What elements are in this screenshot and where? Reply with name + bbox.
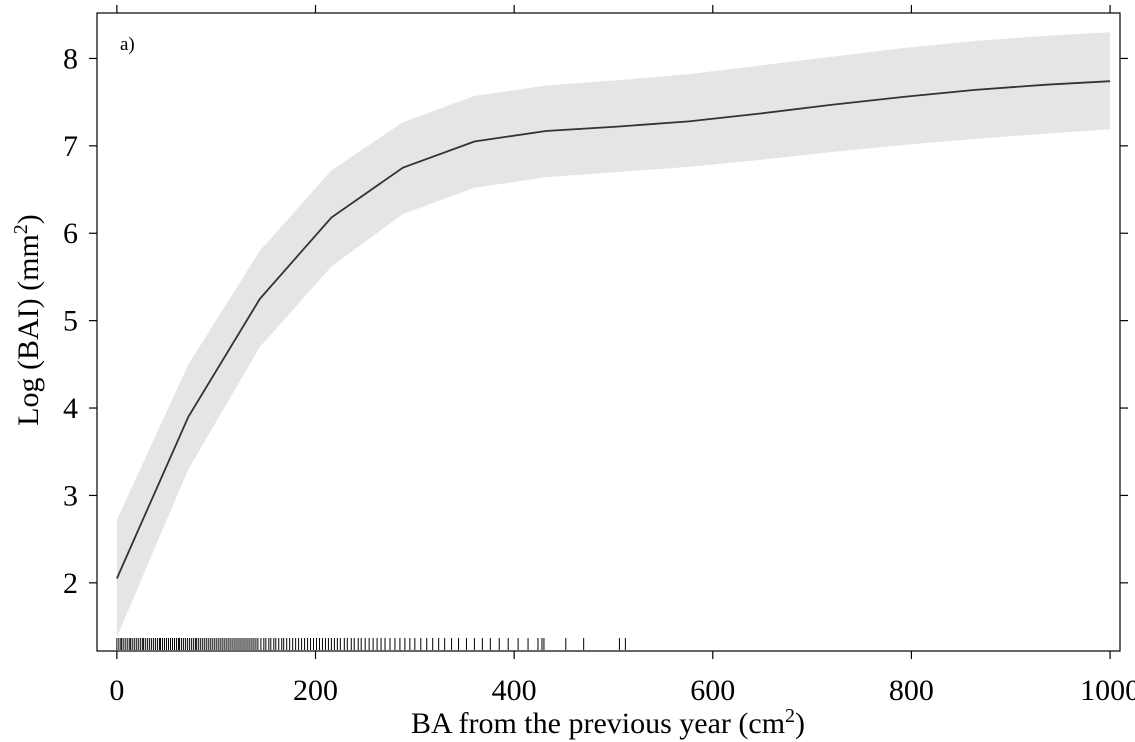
fit-line-layer bbox=[116, 80, 1111, 579]
y-tick-label: 6 bbox=[63, 217, 78, 250]
x-tick-label: 800 bbox=[889, 674, 934, 707]
x-axis: 0 200 400 600 800 1000 bbox=[109, 5, 1135, 707]
y-axis: 2 3 4 5 6 7 8 bbox=[63, 42, 1128, 600]
confidence-band-layer bbox=[116, 32, 1111, 638]
confidence-band bbox=[116, 32, 1111, 638]
y-tick-label: 7 bbox=[63, 130, 78, 163]
y-tick-label: 8 bbox=[63, 42, 78, 75]
rug-layer bbox=[116, 638, 626, 650]
x-axis-title: BA from the previous year (cm2) bbox=[411, 705, 805, 740]
y-axis-title: Log (BAI) (mm2) bbox=[10, 214, 45, 426]
y-tick-label: 2 bbox=[63, 567, 78, 600]
x-tick-label: 200 bbox=[293, 674, 338, 707]
y-tick-label: 4 bbox=[63, 392, 78, 425]
x-tick-label: 600 bbox=[690, 674, 735, 707]
x-tick-label: 0 bbox=[109, 674, 124, 707]
x-tick-label: 400 bbox=[492, 674, 537, 707]
plot-frame bbox=[96, 12, 1121, 652]
y-tick-label: 3 bbox=[63, 479, 78, 512]
x-tick-label: 1000 bbox=[1080, 674, 1135, 707]
panel-label: a) bbox=[120, 34, 135, 55]
y-tick-label: 5 bbox=[63, 305, 78, 338]
fit-line bbox=[116, 80, 1111, 579]
